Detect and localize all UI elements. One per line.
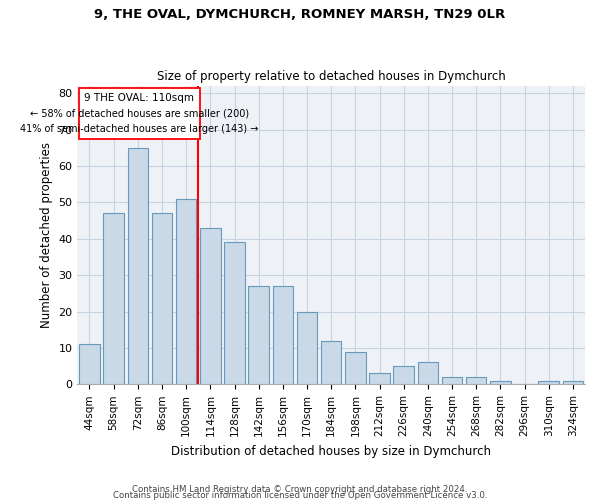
Bar <box>224 242 245 384</box>
Y-axis label: Number of detached properties: Number of detached properties <box>40 142 53 328</box>
Bar <box>394 366 414 384</box>
Bar <box>538 380 559 384</box>
Text: Contains HM Land Registry data © Crown copyright and database right 2024.: Contains HM Land Registry data © Crown c… <box>132 484 468 494</box>
Bar <box>297 312 317 384</box>
Bar <box>345 352 365 384</box>
Bar <box>248 286 269 384</box>
Bar <box>563 380 583 384</box>
Text: Contains public sector information licensed under the Open Government Licence v3: Contains public sector information licen… <box>113 490 487 500</box>
Bar <box>466 377 487 384</box>
Bar <box>321 340 341 384</box>
Bar <box>369 374 390 384</box>
Bar <box>79 88 200 139</box>
Title: Size of property relative to detached houses in Dymchurch: Size of property relative to detached ho… <box>157 70 506 84</box>
Text: 9, THE OVAL, DYMCHURCH, ROMNEY MARSH, TN29 0LR: 9, THE OVAL, DYMCHURCH, ROMNEY MARSH, TN… <box>94 8 506 20</box>
Bar <box>490 380 511 384</box>
Bar <box>128 148 148 384</box>
Text: 9 THE OVAL: 110sqm: 9 THE OVAL: 110sqm <box>85 94 194 104</box>
Bar <box>442 377 463 384</box>
Bar <box>418 362 438 384</box>
Bar <box>272 286 293 384</box>
Text: 41% of semi-detached houses are larger (143) →: 41% of semi-detached houses are larger (… <box>20 124 259 134</box>
X-axis label: Distribution of detached houses by size in Dymchurch: Distribution of detached houses by size … <box>171 444 491 458</box>
Bar <box>103 214 124 384</box>
Text: ← 58% of detached houses are smaller (200): ← 58% of detached houses are smaller (20… <box>30 108 249 118</box>
Bar <box>79 344 100 385</box>
Bar <box>200 228 221 384</box>
Bar <box>152 214 172 384</box>
Bar <box>176 199 196 384</box>
